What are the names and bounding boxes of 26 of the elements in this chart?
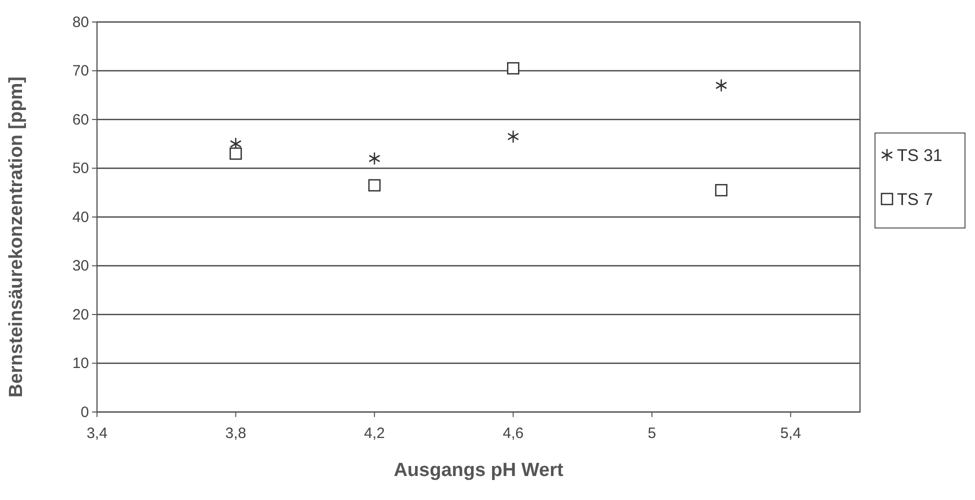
point — [368, 152, 380, 166]
x-tick-label: 3,4 — [86, 425, 108, 442]
point — [507, 62, 520, 74]
y-tick-label: 30 — [72, 258, 89, 275]
x-tick-label: 3,8 — [225, 425, 246, 442]
x-tick-label: 5,4 — [780, 425, 802, 442]
point — [230, 147, 242, 160]
y-axis-title: Bernsteinsäurekonzentration [ppm] — [6, 76, 27, 398]
x-tick-label: 5 — [648, 425, 656, 442]
x-tick-label: 4,6 — [502, 425, 524, 442]
x-tick-label: 4,2 — [364, 425, 385, 442]
y-tick-label: 40 — [72, 208, 89, 226]
y-tick-label: 70 — [72, 62, 89, 80]
y-tick-label: 80 — [72, 14, 89, 31]
y-tick-label: 50 — [72, 160, 89, 178]
point — [507, 130, 520, 144]
y-tick-label: 0 — [80, 404, 89, 421]
y-tick-label: 10 — [72, 355, 89, 372]
legend-label: TS 7 — [897, 190, 933, 209]
point — [368, 179, 381, 192]
y-tick-label: 60 — [72, 111, 89, 128]
x-axis-title: Ausgangs pH Wert — [394, 460, 564, 481]
point — [715, 78, 728, 92]
legend-label: TS 31 — [897, 146, 942, 165]
point — [715, 184, 728, 196]
y-tick-label: 20 — [72, 306, 89, 324]
